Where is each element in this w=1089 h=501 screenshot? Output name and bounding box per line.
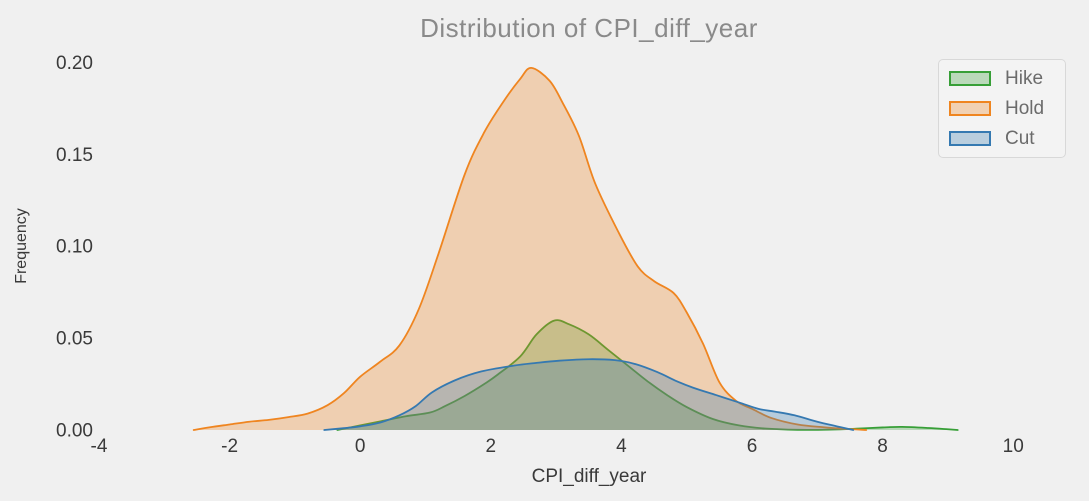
y-tick-label: 0.00: [56, 421, 93, 442]
y-tick-label: 0.20: [56, 53, 93, 74]
x-tick-label: 0: [355, 436, 366, 457]
legend-item-cut: Cut: [949, 129, 1055, 148]
legend: Hike Hold Cut: [938, 59, 1066, 158]
x-tick-label: 4: [616, 436, 627, 457]
y-tick-label: 0.05: [56, 329, 93, 350]
legend-swatch-hike: [949, 71, 991, 86]
x-tick-label: -2: [221, 436, 238, 457]
x-tick-label: 8: [877, 436, 888, 457]
series-line-hike: [336, 319, 959, 431]
series-fill-hold: [193, 67, 867, 431]
series-fill-cut: [324, 359, 854, 430]
series-group: [192, 67, 959, 431]
legend-label-cut: Cut: [1005, 128, 1035, 149]
legend-item-hike: Hike: [949, 69, 1055, 88]
legend-label-hold: Hold: [1005, 98, 1045, 119]
chart-title: Distribution of CPI_diff_year: [420, 13, 758, 43]
legend-label-hike: Hike: [1005, 68, 1044, 89]
x-tick-label: -4: [91, 436, 108, 457]
y-tick-label: 0.10: [56, 237, 93, 258]
legend-swatch-cut: [949, 131, 991, 146]
legend-swatch-hold: [949, 101, 991, 116]
series-line-cut: [323, 358, 855, 431]
x-axis-label: CPI_diff_year: [531, 466, 647, 487]
x-tick-label: 2: [486, 436, 497, 457]
y-tick-label: 0.15: [56, 145, 93, 166]
legend-item-hold: Hold: [949, 99, 1055, 118]
series-fill-hike: [337, 320, 958, 430]
x-tick-label: 6: [747, 436, 758, 457]
x-tick-label: 10: [1003, 436, 1024, 457]
